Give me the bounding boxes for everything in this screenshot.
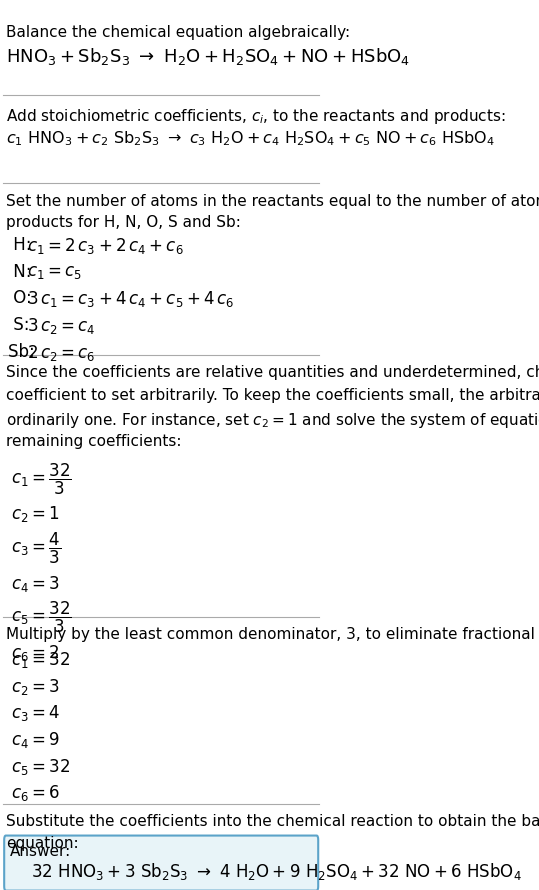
Text: N:: N:	[8, 263, 37, 281]
Text: products for H, N, O, S and Sb:: products for H, N, O, S and Sb:	[6, 214, 241, 230]
Text: ordinarily one. For instance, set $c_2 = 1$ and solve the system of equations fo: ordinarily one. For instance, set $c_2 =…	[6, 411, 539, 430]
Text: $c_1 = \dfrac{32}{3}$: $c_1 = \dfrac{32}{3}$	[11, 462, 72, 497]
Text: $c_1\ \mathrm{HNO_3} + c_2\ \mathrm{Sb_2S_3} \ \rightarrow \ c_3\ \mathrm{H_2O} : $c_1\ \mathrm{HNO_3} + c_2\ \mathrm{Sb_2…	[6, 130, 495, 149]
Text: O:: O:	[8, 289, 37, 307]
Text: $c_3 = 4$: $c_3 = 4$	[11, 703, 60, 724]
Text: $\mathrm{32\ HNO_3 + 3\ Sb_2S_3 \ \rightarrow \ 4\ H_2O + 9\ H_2SO_4 + 32\ NO + : $\mathrm{32\ HNO_3 + 3\ Sb_2S_3 \ \right…	[31, 862, 521, 882]
Text: Sb:: Sb:	[8, 343, 40, 360]
Text: coefficient to set arbitrarily. To keep the coefficients small, the arbitrary va: coefficient to set arbitrarily. To keep …	[6, 388, 539, 403]
Text: Multiply by the least common denominator, 3, to eliminate fractional coefficient: Multiply by the least common denominator…	[6, 627, 539, 642]
Text: remaining coefficients:: remaining coefficients:	[6, 434, 181, 449]
Text: $c_1 = c_5$: $c_1 = c_5$	[27, 263, 82, 281]
Text: $c_6 = 6$: $c_6 = 6$	[11, 783, 60, 803]
Text: $c_4 = 9$: $c_4 = 9$	[11, 730, 60, 750]
Text: $c_1 = 32$: $c_1 = 32$	[11, 650, 70, 670]
Text: Balance the chemical equation algebraically:: Balance the chemical equation algebraica…	[6, 25, 350, 40]
Text: $c_3 = \dfrac{4}{3}$: $c_3 = \dfrac{4}{3}$	[11, 531, 61, 566]
Text: Set the number of atoms in the reactants equal to the number of atoms in the: Set the number of atoms in the reactants…	[6, 193, 539, 208]
Text: $c_2 = 3$: $c_2 = 3$	[11, 676, 60, 697]
Text: S:: S:	[8, 316, 35, 334]
Text: $c_1 = 2\,c_3 + 2\,c_4 + c_6$: $c_1 = 2\,c_3 + 2\,c_4 + c_6$	[27, 236, 184, 256]
Text: H:: H:	[8, 236, 37, 255]
Text: Since the coefficients are relative quantities and underdetermined, choose a: Since the coefficients are relative quan…	[6, 365, 539, 380]
Text: Substitute the coefficients into the chemical reaction to obtain the balanced: Substitute the coefficients into the che…	[6, 814, 539, 829]
FancyBboxPatch shape	[4, 836, 318, 890]
Text: $3\,c_1 = c_3 + 4\,c_4 + c_5 + 4\,c_6$: $3\,c_1 = c_3 + 4\,c_4 + c_5 + 4\,c_6$	[27, 289, 235, 310]
Text: $c_5 = 32$: $c_5 = 32$	[11, 756, 70, 777]
Text: $c_5 = \dfrac{32}{3}$: $c_5 = \dfrac{32}{3}$	[11, 600, 72, 635]
Text: equation:: equation:	[6, 836, 78, 851]
Text: Add stoichiometric coefficients, $c_i$, to the reactants and products:: Add stoichiometric coefficients, $c_i$, …	[6, 107, 506, 125]
Text: $3\,c_2 = c_4$: $3\,c_2 = c_4$	[27, 316, 96, 336]
Text: $c_4 = 3$: $c_4 = 3$	[11, 574, 60, 594]
Text: $c_6 = 2$: $c_6 = 2$	[11, 643, 60, 663]
Text: $\mathrm{HNO_3 + Sb_2S_3 \ \rightarrow \ H_2O + H_2SO_4 + NO + HSbO_4}$: $\mathrm{HNO_3 + Sb_2S_3 \ \rightarrow \…	[6, 46, 410, 67]
Text: Answer:: Answer:	[10, 844, 71, 859]
Text: $2\,c_2 = c_6$: $2\,c_2 = c_6$	[27, 343, 96, 363]
Text: $c_2 = 1$: $c_2 = 1$	[11, 505, 60, 524]
